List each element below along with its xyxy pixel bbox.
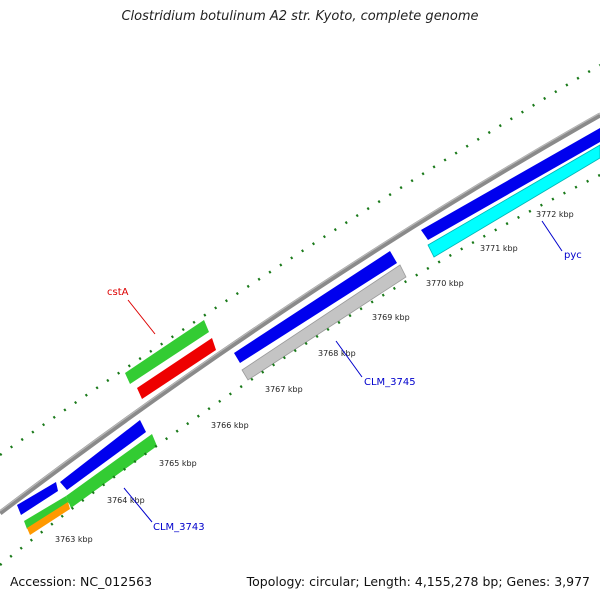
cds-feature[interactable] [427, 144, 600, 258]
cds-feature[interactable] [137, 338, 216, 399]
cds-feature[interactable] [125, 320, 209, 384]
gene-label-cstA[interactable]: cstA [107, 287, 129, 298]
gene-label-clm-3743[interactable]: CLM_3743 [153, 522, 205, 533]
gene-labels: cstA CLM_3745 CLM_3743 pyc [107, 250, 582, 533]
tick-labels: 3763 kbp 3764 kbp 3765 kbp 3766 kbp 3767… [55, 210, 574, 544]
tick-label: 3770 kbp [426, 279, 464, 288]
tick-label: 3771 kbp [480, 244, 518, 253]
cds-feature[interactable] [421, 128, 600, 240]
gene-label-pyc[interactable]: pyc [564, 250, 582, 261]
cds-feature[interactable] [17, 482, 58, 515]
tick-label: 3764 kbp [107, 496, 145, 505]
cds-feature[interactable] [24, 496, 69, 529]
cds-feature[interactable] [60, 420, 146, 490]
tick-label: 3772 kbp [536, 210, 574, 219]
label-leaders [123, 220, 563, 523]
cds-feature[interactable] [234, 251, 397, 363]
cds-feature[interactable] [66, 434, 157, 508]
genome-backbone [0, 112, 600, 515]
gene-label-clm-3745[interactable]: CLM_3745 [364, 377, 416, 388]
gene-features [17, 128, 600, 535]
genome-title: Clostridium botulinum A2 str. Kyoto, com… [121, 9, 479, 24]
accession-label: Accession: NC_012563 [10, 574, 153, 589]
topology-summary: Topology: circular; Length: 4,155,278 bp… [246, 574, 590, 589]
tick-label: 3765 kbp [159, 459, 197, 468]
cds-feature[interactable] [27, 502, 70, 535]
inner-tick-ring [0, 173, 600, 566]
tick-label: 3768 kbp [318, 349, 356, 358]
outer-tick-ring [0, 63, 600, 457]
cds-feature[interactable] [241, 264, 407, 381]
tick-label: 3763 kbp [55, 535, 93, 544]
tick-label: 3769 kbp [372, 313, 410, 322]
tick-label: 3766 kbp [211, 421, 249, 430]
tick-label: 3767 kbp [265, 385, 303, 394]
